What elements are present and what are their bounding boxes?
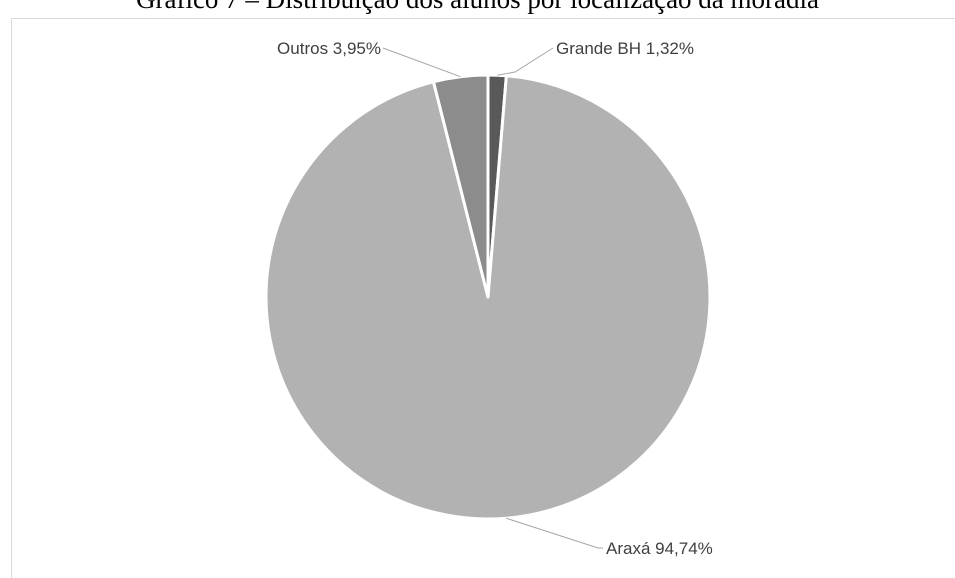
slice-label: Outros 3,95% [277, 39, 381, 58]
slice-label: Araxá 94,74% [606, 539, 713, 558]
chart-area [11, 18, 955, 578]
pie-slice [431, 73, 490, 299]
leader-line [382, 47, 461, 78]
chart-title: Gráfico 7 – Distribuição dos alunos por … [0, 0, 955, 15]
leader-line [506, 517, 603, 549]
slice-label: Grande BH 1,32% [556, 39, 694, 58]
leader-line [497, 47, 554, 76]
